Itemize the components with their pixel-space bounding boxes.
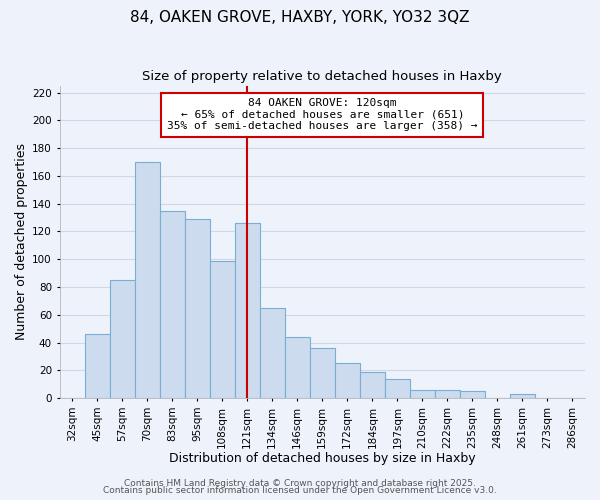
Text: 84, OAKEN GROVE, HAXBY, YORK, YO32 3QZ: 84, OAKEN GROVE, HAXBY, YORK, YO32 3QZ [130, 10, 470, 25]
Bar [385, 378, 410, 398]
Bar [310, 348, 335, 398]
Bar [85, 334, 110, 398]
Bar [235, 223, 260, 398]
Bar [160, 210, 185, 398]
Bar [110, 280, 134, 398]
Y-axis label: Number of detached properties: Number of detached properties [15, 144, 28, 340]
Bar [435, 390, 460, 398]
Bar [260, 308, 285, 398]
Bar [185, 219, 209, 398]
Bar [460, 391, 485, 398]
Title: Size of property relative to detached houses in Haxby: Size of property relative to detached ho… [142, 70, 502, 83]
Text: Contains HM Land Registry data © Crown copyright and database right 2025.: Contains HM Land Registry data © Crown c… [124, 478, 476, 488]
Bar [209, 260, 235, 398]
Bar [410, 390, 435, 398]
Bar [335, 364, 360, 398]
Bar [285, 337, 310, 398]
Bar [360, 372, 385, 398]
Bar [510, 394, 535, 398]
Text: Contains public sector information licensed under the Open Government Licence v3: Contains public sector information licen… [103, 486, 497, 495]
Bar [134, 162, 160, 398]
Text: 84 OAKEN GROVE: 120sqm
← 65% of detached houses are smaller (651)
35% of semi-de: 84 OAKEN GROVE: 120sqm ← 65% of detached… [167, 98, 478, 132]
X-axis label: Distribution of detached houses by size in Haxby: Distribution of detached houses by size … [169, 452, 476, 465]
